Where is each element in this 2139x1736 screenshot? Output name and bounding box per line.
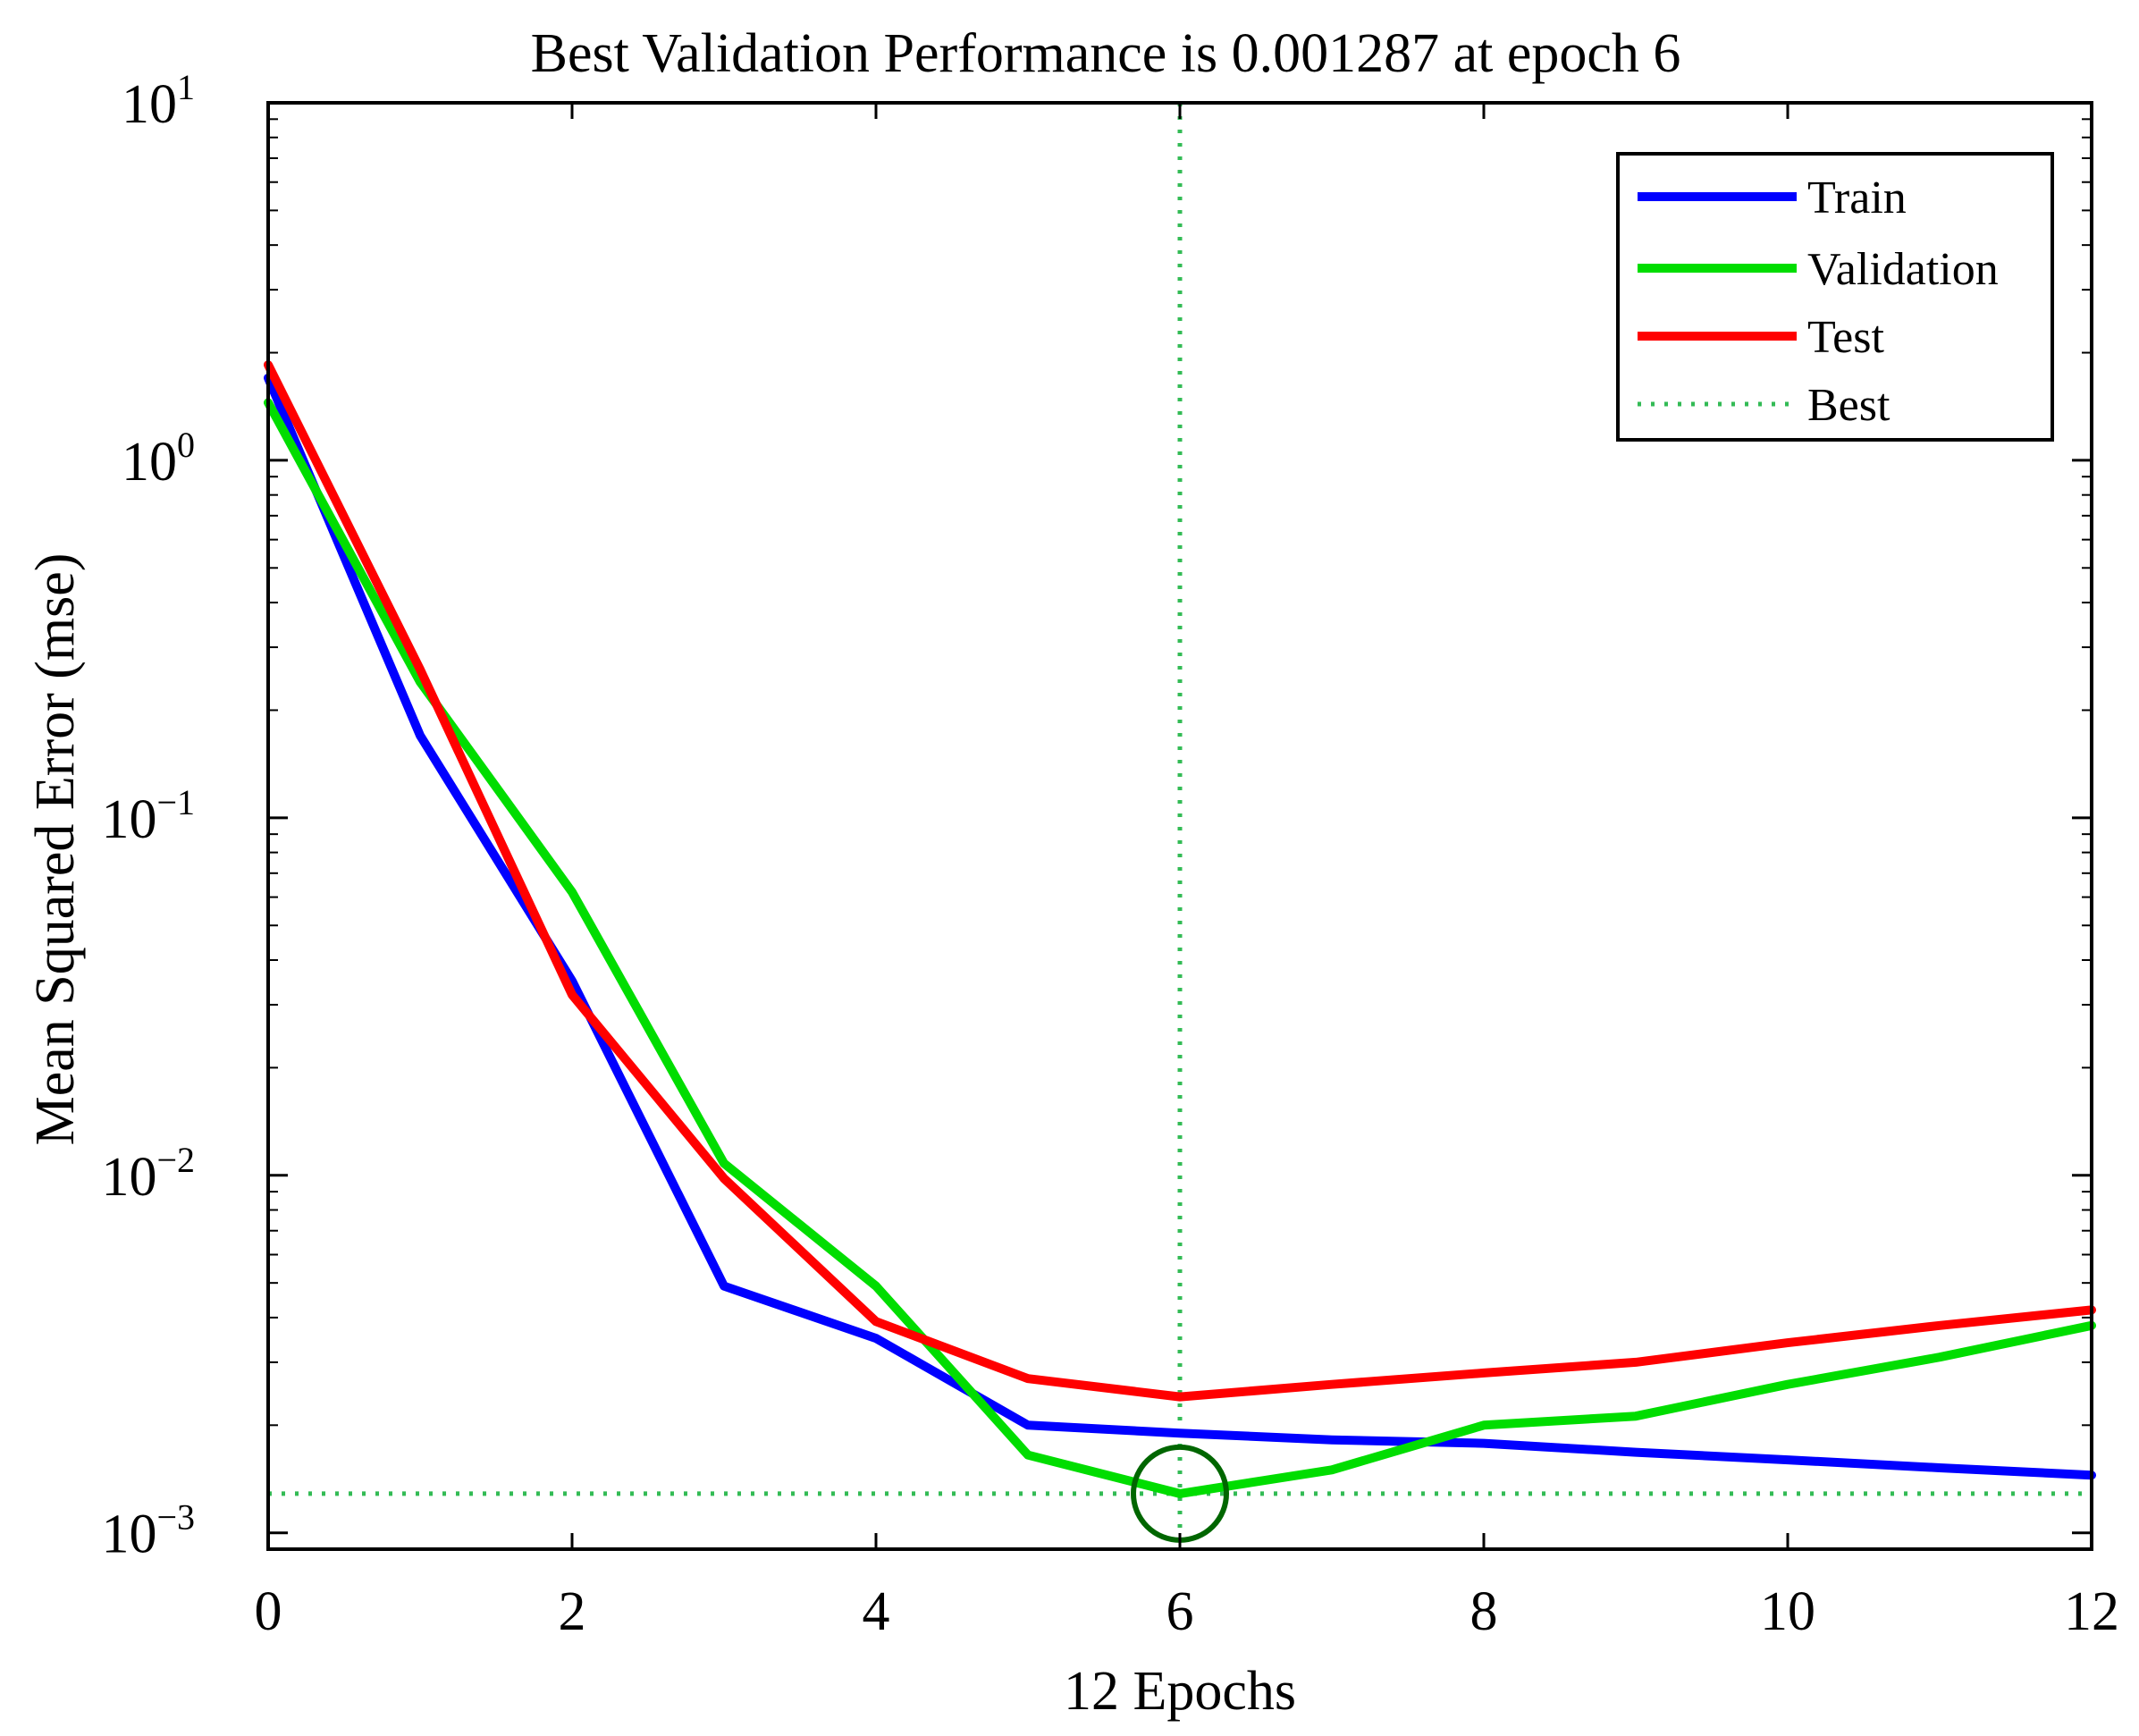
y-axis-label: Mean Squared Error (mse) — [25, 553, 86, 1146]
legend-label-validation: Validation — [1807, 244, 1999, 295]
x-tick-label: 10 — [1760, 1581, 1815, 1642]
x-tick-label: 2 — [559, 1581, 586, 1642]
x-tick-label: 0 — [255, 1581, 282, 1642]
x-tick-label: 12 — [2064, 1581, 2119, 1642]
y-tick-label: 10−2 — [101, 1140, 195, 1208]
y-tick-label: 100 — [122, 425, 195, 493]
x-tick-label: 6 — [1166, 1581, 1194, 1642]
series-line-validation — [264, 398, 2096, 1498]
y-tick-label: 10−3 — [101, 1497, 195, 1565]
x-tick-label: 8 — [1470, 1581, 1498, 1642]
series-line-test — [264, 360, 2096, 1402]
series-line-train — [264, 373, 2096, 1480]
legend-label-train: Train — [1807, 173, 1907, 223]
y-tick-label: 101 — [122, 67, 195, 135]
x-tick-label: 4 — [863, 1581, 890, 1642]
y-tick-label: 10−1 — [101, 782, 195, 850]
x-axis-label: 12 Epochs — [1064, 1661, 1296, 1722]
legend-label-best: Best — [1807, 380, 1891, 431]
legend-box — [1616, 152, 2054, 442]
chart-title: Best Validation Performance is 0.001287 … — [531, 23, 1681, 84]
legend-label-test: Test — [1807, 312, 1884, 363]
